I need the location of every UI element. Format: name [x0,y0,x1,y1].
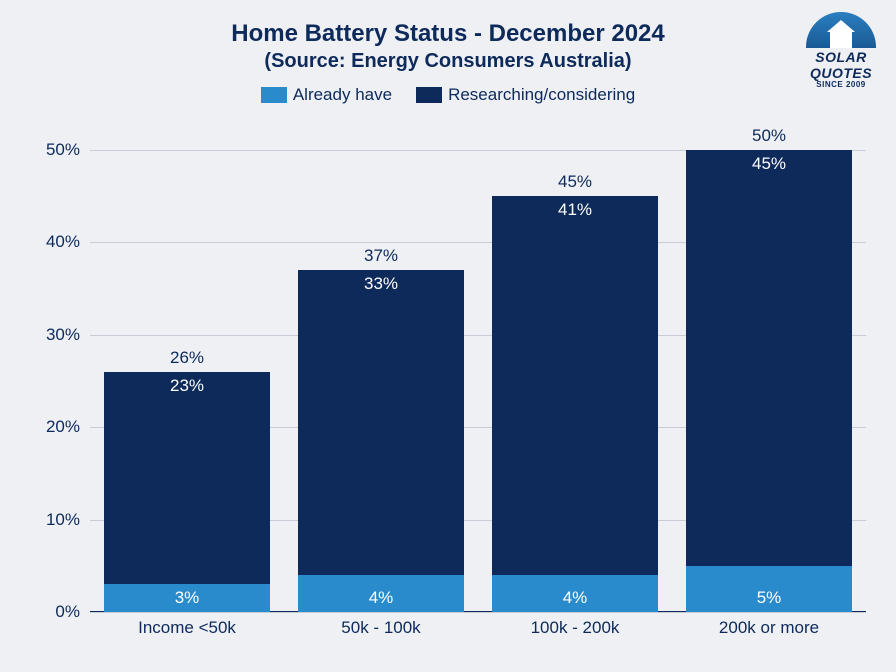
logo-roof-icon [827,20,855,32]
y-axis-label: 30% [46,325,90,345]
bar-total-label: 45% [490,172,661,192]
y-axis-label: 40% [46,232,90,252]
bar-slot: 5%45%50%200k or more [684,150,855,612]
x-axis-category-label: 100k - 200k [490,612,661,638]
bar-segment-researching: 45% [686,150,852,566]
bar-segment-already-have: 4% [298,575,464,612]
chart-header: Home Battery Status - December 2024 (Sou… [0,0,896,105]
segment-value-label: 4% [298,588,464,608]
solarquotes-logo: SOLAR QUOTES SINCE 2009 [806,12,876,89]
y-axis-label: 0% [55,602,90,622]
chart-subtitle: (Source: Energy Consumers Australia) [0,50,896,73]
chart-plot-area: 0%10%20%30%40%50%3%23%26%Income <50k4%33… [90,150,866,612]
bars-container: 3%23%26%Income <50k4%33%37%50k - 100k4%4… [90,150,866,612]
legend-swatch-already-have [261,87,287,103]
x-axis-category-label: 50k - 100k [296,612,467,638]
stacked-bar: 4% 33% [298,270,464,612]
bar-slot: 4%41%45%100k - 200k [490,150,661,612]
logo-text-line1: SOLAR [806,50,876,64]
bar-segment-already-have: 4% [492,575,658,612]
bar-segment-researching: 41% [492,196,658,575]
segment-value-label: 3% [104,588,270,608]
legend-label: Researching/considering [448,85,635,105]
logo-house-icon [830,32,852,48]
bar-segment-researching: 33% [298,270,464,575]
y-axis-label: 50% [46,140,90,160]
bar-slot: 4%33%37%50k - 100k [296,150,467,612]
y-axis-label: 10% [46,510,90,530]
segment-value-label: 4% [492,588,658,608]
bar-slot: 3%23%26%Income <50k [102,150,273,612]
legend-item-researching: Researching/considering [416,85,635,105]
logo-since: SINCE 2009 [806,80,876,89]
legend-label: Already have [293,85,392,105]
stacked-bar: 3% 23% [104,372,270,612]
chart-legend: Already have Researching/considering [0,85,896,105]
stacked-bar: 4% 41% [492,196,658,612]
legend-swatch-researching [416,87,442,103]
bar-segment-already-have: 3% [104,584,270,612]
legend-item-already-have: Already have [261,85,392,105]
x-axis-category-label: 200k or more [684,612,855,638]
chart-title: Home Battery Status - December 2024 [0,20,896,48]
x-axis-category-label: Income <50k [102,612,273,638]
stacked-bar: 5% 45% [686,150,852,612]
bar-total-label: 50% [684,126,855,146]
y-axis-label: 20% [46,417,90,437]
segment-value-label: 45% [686,154,852,174]
logo-arc-icon [806,12,876,48]
bar-segment-researching: 23% [104,372,270,585]
bar-total-label: 37% [296,246,467,266]
segment-value-label: 23% [104,376,270,396]
logo-text-line2: QUOTES [806,66,876,80]
bar-total-label: 26% [102,348,273,368]
segment-value-label: 5% [686,588,852,608]
segment-value-label: 41% [492,200,658,220]
bar-segment-already-have: 5% [686,566,852,612]
segment-value-label: 33% [298,274,464,294]
